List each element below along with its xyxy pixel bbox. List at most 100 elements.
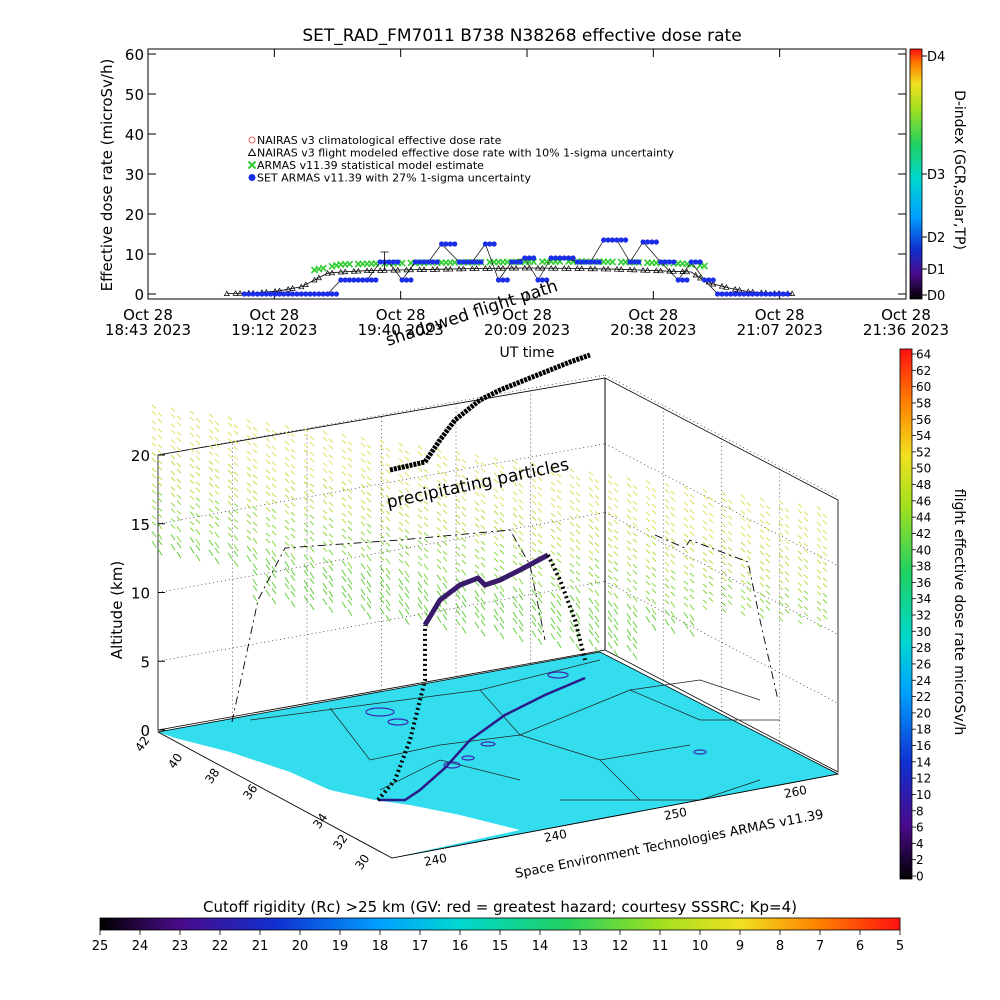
particle-stroke bbox=[176, 447, 182, 458]
particle-stroke bbox=[759, 497, 765, 509]
longitude-tick-label: 260 bbox=[783, 783, 808, 801]
longitude-tick-label: 250 bbox=[663, 805, 688, 823]
particle-stroke bbox=[265, 422, 271, 433]
particle-stroke bbox=[632, 627, 638, 644]
nairas-flight-point bbox=[657, 267, 664, 274]
set-armas-point bbox=[780, 291, 786, 297]
particle-stroke bbox=[151, 499, 157, 511]
particle-stroke bbox=[797, 550, 803, 562]
particle-stroke bbox=[607, 569, 613, 580]
particle-stroke bbox=[474, 501, 480, 513]
particle-stroke bbox=[322, 588, 328, 606]
set-armas-point bbox=[403, 277, 410, 283]
nairas-flight-point bbox=[460, 265, 467, 272]
altitude-tick-label: 10 bbox=[131, 585, 150, 603]
particle-stroke bbox=[474, 485, 480, 497]
particle-stroke bbox=[594, 621, 600, 639]
cutoff-rigidity-tick-label: 7 bbox=[816, 939, 824, 954]
altitude-tick-label: 0 bbox=[140, 722, 150, 740]
particle-stroke bbox=[797, 598, 803, 609]
particle-stroke bbox=[708, 575, 714, 587]
particle-stroke bbox=[683, 564, 689, 576]
particle-stroke bbox=[651, 582, 657, 594]
particle-stroke bbox=[588, 629, 594, 646]
nairas-flight-point bbox=[381, 267, 388, 273]
nairas-flight-point bbox=[473, 265, 480, 271]
particle-stroke bbox=[379, 534, 385, 545]
particle-stroke bbox=[322, 573, 328, 590]
particle-stroke bbox=[284, 551, 290, 568]
particle-stroke bbox=[740, 557, 746, 569]
particle-stroke bbox=[512, 586, 518, 603]
particle-stroke bbox=[670, 601, 676, 619]
particle-stroke bbox=[303, 522, 309, 534]
particle-stroke bbox=[474, 580, 480, 597]
dose-rate-tick-label: 0 bbox=[916, 870, 924, 884]
particle-stroke bbox=[284, 472, 290, 484]
particle-stroke bbox=[626, 571, 632, 583]
altitude-axis-ticks: 0 5 10 15 20 bbox=[131, 447, 165, 740]
particle-stroke bbox=[195, 529, 201, 546]
particle-stroke bbox=[252, 442, 258, 454]
particle-stroke bbox=[208, 413, 214, 425]
particle-stroke bbox=[151, 515, 157, 526]
particle-stroke bbox=[309, 483, 315, 494]
particle-stroke bbox=[398, 521, 404, 533]
set-armas-point bbox=[587, 259, 594, 265]
particle-stroke bbox=[309, 546, 315, 563]
set-armas-point bbox=[574, 259, 581, 265]
particle-stroke bbox=[607, 490, 613, 501]
set-armas-point bbox=[666, 259, 673, 265]
particle-stroke bbox=[328, 580, 334, 598]
particle-stroke bbox=[575, 507, 581, 519]
nairas-flight-point bbox=[328, 269, 336, 276]
dindex-colorbar-ticks: D0 D1 D2 D3 D4 bbox=[922, 50, 945, 304]
set-armas-point bbox=[671, 259, 677, 265]
dose-rate-tick-label: 40 bbox=[916, 543, 931, 557]
particle-stroke bbox=[151, 452, 157, 463]
particle-stroke bbox=[417, 445, 423, 456]
particle-stroke bbox=[702, 583, 708, 595]
dose-rate-tick-label: 48 bbox=[916, 478, 931, 492]
particle-stroke bbox=[537, 628, 543, 646]
front-edge-lat bbox=[157, 731, 393, 859]
particle-stroke bbox=[702, 567, 708, 579]
particle-stroke bbox=[417, 571, 423, 589]
particle-stroke bbox=[708, 559, 714, 571]
particle-stroke bbox=[227, 447, 233, 459]
particle-stroke bbox=[493, 599, 499, 616]
set-armas-point bbox=[688, 259, 694, 265]
nairas-flight-point bbox=[355, 267, 362, 274]
particle-stroke bbox=[379, 502, 385, 514]
particle-stroke bbox=[170, 534, 176, 551]
y-tick-label: 30 bbox=[125, 166, 144, 184]
cutoff-rigidity-tick-label: 17 bbox=[412, 939, 429, 954]
particle-stroke bbox=[664, 546, 670, 557]
particle-stroke bbox=[683, 517, 689, 529]
particle-stroke bbox=[423, 500, 429, 512]
particle-stroke bbox=[822, 514, 828, 525]
particle-stroke bbox=[157, 412, 163, 424]
particle-stroke bbox=[252, 474, 258, 486]
particle-stroke bbox=[778, 563, 784, 575]
dose-rate-colorbar-ticks: 0246810121416182022242628303234363840424… bbox=[912, 348, 931, 884]
longitude-axis-ticks: 240 240 250 260 bbox=[423, 783, 808, 869]
particle-stroke bbox=[645, 559, 651, 570]
particle-stroke bbox=[569, 500, 575, 511]
nairas-flight-point bbox=[469, 265, 476, 271]
particle-stroke bbox=[360, 515, 366, 527]
particle-stroke bbox=[721, 554, 727, 566]
particle-stroke bbox=[480, 477, 486, 489]
particle-stroke bbox=[816, 553, 822, 565]
y-tick-label: 40 bbox=[125, 126, 144, 144]
particle-stroke bbox=[214, 500, 220, 511]
particle-stroke bbox=[797, 566, 803, 578]
particle-stroke bbox=[645, 606, 651, 624]
particle-stroke bbox=[550, 607, 556, 625]
particle-stroke bbox=[442, 550, 448, 562]
set-armas-point bbox=[285, 291, 291, 297]
particle-stroke bbox=[651, 598, 657, 616]
nairas-flight-point bbox=[512, 264, 520, 271]
particle-stroke bbox=[537, 597, 543, 614]
